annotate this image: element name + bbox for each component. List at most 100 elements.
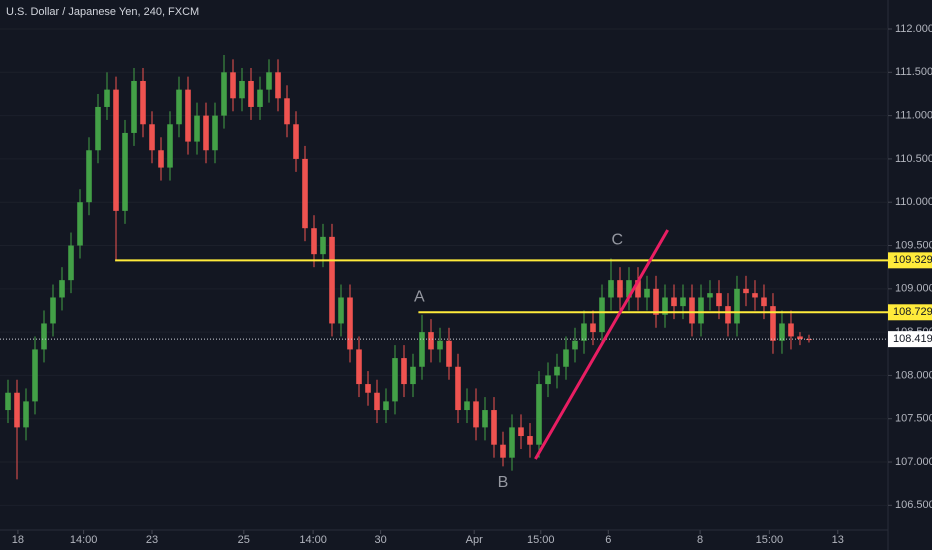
candle-body	[527, 436, 533, 445]
y-tick-label: 112.000	[895, 23, 932, 35]
candle-body	[167, 124, 173, 168]
y-tick-label: 110.500	[895, 153, 932, 165]
candle-body	[509, 427, 515, 458]
candle-body	[410, 366, 416, 385]
y-tick-label: 110.000	[895, 196, 932, 208]
candle-body	[347, 297, 353, 350]
candle-body	[158, 150, 164, 168]
trendline	[534, 229, 669, 460]
candle-body	[365, 384, 371, 393]
candle-body	[779, 323, 785, 341]
x-tick-label: 14:00	[70, 534, 98, 546]
candle-body	[419, 332, 425, 367]
candle-body	[734, 288, 740, 324]
price-label-box	[888, 304, 932, 321]
chart-title: U.S. Dollar / Japanese Yen, 240, FXCM	[6, 6, 199, 18]
candle-body	[131, 80, 137, 133]
candle-body	[617, 280, 623, 298]
candle-body	[149, 124, 155, 151]
candle-body	[644, 288, 650, 298]
candle-body	[293, 124, 299, 159]
candle-body	[563, 349, 569, 367]
price-label-box	[888, 252, 932, 269]
y-tick-label: 109.000	[895, 283, 932, 295]
candle-body	[482, 410, 488, 428]
candle-body	[5, 392, 11, 411]
candle-body	[464, 401, 470, 411]
x-tick-label: Apr	[466, 534, 483, 546]
candle-body	[41, 323, 47, 350]
candle-body	[113, 89, 119, 211]
candle-body	[275, 72, 281, 99]
candle-body	[140, 80, 146, 125]
candle-body	[608, 280, 614, 298]
y-tick-label: 111.000	[895, 110, 932, 122]
candle-body	[554, 366, 560, 376]
candle-body	[50, 297, 56, 324]
y-tick-label: 106.500	[895, 499, 932, 511]
candle-body	[626, 280, 632, 298]
candle-body	[32, 349, 38, 402]
candle-body	[194, 115, 200, 142]
candle-body	[653, 288, 659, 315]
x-tick-label: 13	[832, 534, 844, 546]
candle-body	[311, 228, 317, 255]
candle-body	[689, 297, 695, 324]
candle-body	[104, 89, 110, 107]
point-label: A	[414, 288, 425, 305]
candle-body	[797, 336, 803, 340]
x-tick-label: 15:00	[527, 534, 555, 546]
candle-body	[770, 306, 776, 341]
candle-body	[95, 106, 101, 151]
last-price-box	[888, 331, 932, 348]
candle-body	[662, 297, 668, 315]
candle-body	[752, 293, 758, 298]
candle-body	[590, 323, 596, 333]
candle-body	[230, 72, 236, 99]
candle-body	[707, 293, 713, 298]
candle-body	[248, 80, 254, 107]
candle-body	[545, 375, 551, 385]
candle-body	[680, 297, 686, 307]
point-label: B	[498, 474, 509, 491]
candle-body	[743, 288, 749, 294]
candle-body	[185, 89, 191, 142]
candle-body	[284, 98, 290, 125]
candle-body	[725, 306, 731, 324]
candle-body	[518, 427, 524, 437]
candle-body	[536, 384, 542, 445]
y-tick-label: 107.000	[895, 456, 932, 468]
candle-body	[806, 339, 812, 341]
candle-body	[572, 340, 578, 350]
candle-body	[581, 323, 587, 341]
candle-body	[266, 72, 272, 90]
x-tick-label: 25	[238, 534, 250, 546]
candle-body	[302, 158, 308, 229]
x-tick-label: 23	[146, 534, 158, 546]
candle-body	[203, 115, 209, 151]
candle-body	[392, 358, 398, 402]
x-tick-label: 30	[374, 534, 386, 546]
candle-body	[491, 410, 497, 445]
candle-body	[374, 392, 380, 411]
y-tick-label: 109.500	[895, 239, 932, 251]
x-tick-label: 14:00	[299, 534, 327, 546]
candle-body	[401, 358, 407, 385]
candle-body	[59, 280, 65, 298]
candle-body	[761, 297, 767, 307]
candle-body	[716, 293, 722, 307]
candle-body	[212, 115, 218, 151]
candle-body	[68, 245, 74, 281]
x-tick-label: 15:00	[756, 534, 784, 546]
candle-body	[77, 202, 83, 246]
candle-body	[698, 297, 704, 324]
last-price-label: 108.419	[893, 333, 932, 345]
candle-body	[239, 80, 245, 99]
candle-body	[338, 297, 344, 324]
candle-body	[500, 444, 506, 458]
candle-body	[383, 401, 389, 411]
x-tick-label: 8	[697, 534, 703, 546]
candle-body	[14, 392, 20, 428]
